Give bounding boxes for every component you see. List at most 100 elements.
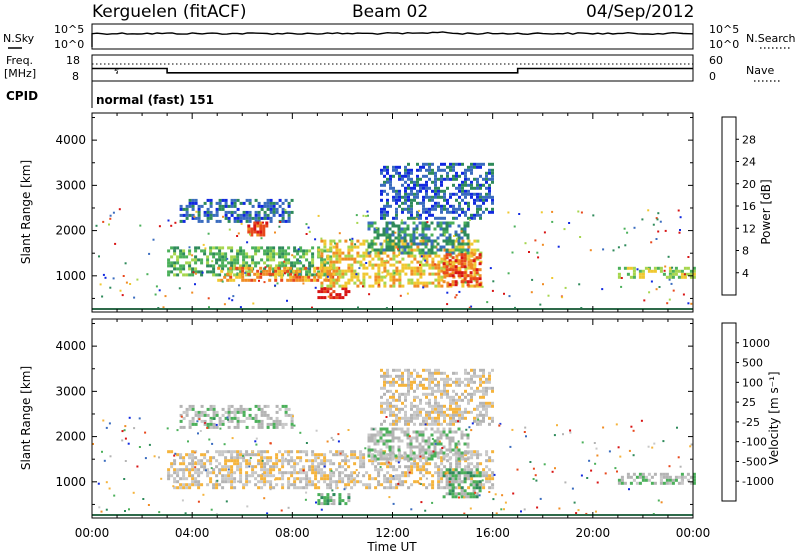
power-echo-cell bbox=[425, 189, 428, 193]
velocity-echo-cell bbox=[392, 410, 395, 414]
power-echo-cell bbox=[176, 255, 180, 259]
velocity-echo-cell bbox=[242, 410, 246, 414]
velocity-echo-cell bbox=[257, 450, 261, 454]
velocity-echo-cell bbox=[185, 407, 189, 411]
power-echo-cell bbox=[461, 180, 464, 184]
velocity-echo-cell bbox=[323, 462, 327, 466]
velocity-echo-cell bbox=[368, 459, 372, 463]
velocity-echo-cell bbox=[434, 407, 437, 411]
velocity-echo-cell bbox=[437, 468, 441, 472]
velocity-scatter-point bbox=[211, 442, 214, 445]
velocity-echo-cell bbox=[344, 502, 348, 506]
power-echo-cell bbox=[475, 283, 479, 287]
velocity-echo-cell bbox=[485, 377, 488, 381]
power-echo-cell bbox=[313, 269, 317, 273]
velocity-echo-cell bbox=[359, 450, 363, 454]
power-echo-cell bbox=[233, 210, 237, 214]
power-echo-cell bbox=[254, 219, 258, 223]
velocity-echo-cell bbox=[254, 416, 258, 420]
velocity-echo-cell bbox=[203, 413, 207, 417]
power-echo-cell bbox=[377, 281, 381, 285]
power-echo-cell bbox=[412, 236, 416, 240]
velocity-echo-cell bbox=[413, 459, 417, 463]
velocity-echo-cell bbox=[209, 459, 213, 463]
power-echo-cell bbox=[454, 271, 458, 275]
power-echo-cell bbox=[188, 261, 192, 265]
velocity-echo-cell bbox=[409, 448, 413, 452]
power-echo-cell bbox=[389, 263, 393, 267]
power-echo-cell bbox=[415, 236, 419, 240]
power-scatter-point bbox=[647, 209, 650, 212]
power-echo-cell bbox=[251, 258, 255, 262]
velocity-echo-cell bbox=[451, 477, 455, 481]
velocity-echo-cell bbox=[488, 401, 491, 405]
power-scatter-point bbox=[238, 284, 240, 287]
power-echo-cell bbox=[335, 272, 339, 276]
power-echo-cell bbox=[466, 274, 470, 278]
velocity-echo-cell bbox=[466, 457, 470, 461]
velocity-echo-cell bbox=[415, 454, 419, 458]
velocity-echo-cell bbox=[406, 436, 410, 440]
velocity-echo-cell bbox=[401, 383, 404, 387]
velocity-echo-cell bbox=[443, 383, 446, 387]
power-echo-cell bbox=[206, 216, 210, 220]
power-scatter-point bbox=[536, 251, 539, 254]
velocity-echo-cell bbox=[469, 495, 473, 499]
power-echo-cell bbox=[404, 192, 407, 196]
power-echo-cell bbox=[430, 251, 434, 255]
power-echo-cell bbox=[400, 221, 404, 225]
power-scatter-point bbox=[204, 247, 207, 250]
power-echo-cell bbox=[200, 219, 204, 223]
velocity-scatter-point bbox=[596, 454, 599, 457]
power-scatter-point bbox=[652, 223, 655, 226]
velocity-echo-cell bbox=[278, 477, 282, 481]
power-echo-cell bbox=[386, 165, 389, 169]
velocity-echo-cell bbox=[410, 401, 413, 405]
power-echo-cell bbox=[454, 248, 458, 252]
power-echo-cell bbox=[446, 171, 449, 175]
power-echo-cell bbox=[406, 242, 410, 246]
velocity-echo-cell bbox=[371, 459, 375, 463]
power-echo-cell bbox=[428, 207, 431, 211]
power-echo-cell bbox=[392, 168, 395, 172]
velocity-echo-cell bbox=[347, 474, 351, 478]
velocity-echo-cell bbox=[412, 457, 416, 461]
power-scatter-point bbox=[232, 295, 235, 298]
power-echo-cell bbox=[692, 269, 696, 273]
power-echo-cell bbox=[380, 216, 383, 220]
velocity-echo-cell bbox=[421, 448, 425, 452]
power-echo-cell bbox=[373, 230, 377, 234]
velocity-echo-cell bbox=[383, 374, 386, 378]
velocity-echo-cell bbox=[457, 471, 461, 475]
velocity-scatter-point bbox=[660, 501, 663, 504]
power-echo-cell bbox=[239, 201, 243, 205]
power-scatter-point bbox=[95, 224, 98, 227]
velocity-echo-cell bbox=[451, 480, 455, 484]
power-scatter-point bbox=[503, 292, 505, 295]
velocity-scatter-point bbox=[330, 502, 333, 505]
power-scatter-point bbox=[679, 229, 681, 231]
velocity-echo-cell bbox=[278, 459, 282, 463]
velocity-scatter-point bbox=[628, 488, 630, 491]
velocity-echo-cell bbox=[458, 419, 461, 423]
velocity-echo-cell bbox=[428, 453, 432, 457]
velocity-echo-cell bbox=[404, 480, 408, 484]
power-echo-cell bbox=[395, 168, 398, 172]
power-echo-cell bbox=[439, 233, 443, 237]
power-echo-cell bbox=[437, 260, 441, 264]
velocity-echo-cell bbox=[338, 453, 342, 457]
velocity-echo-cell bbox=[479, 383, 482, 387]
power-echo-cell bbox=[455, 254, 459, 258]
velocity-scatter-point bbox=[331, 489, 334, 492]
velocity-echo-cell bbox=[353, 480, 357, 484]
velocity-echo-cell bbox=[454, 477, 458, 481]
velocity-echo-cell bbox=[167, 450, 171, 454]
power-echo-cell bbox=[430, 239, 434, 243]
power-echo-cell bbox=[392, 281, 396, 285]
velocity-echo-cell bbox=[308, 483, 312, 487]
power-scatter-point bbox=[264, 266, 267, 269]
velocity-echo-cell bbox=[383, 480, 387, 484]
velocity-scatter-point bbox=[651, 446, 654, 449]
velocity-scatter-point bbox=[511, 428, 514, 431]
power-echo-cell bbox=[317, 290, 321, 294]
